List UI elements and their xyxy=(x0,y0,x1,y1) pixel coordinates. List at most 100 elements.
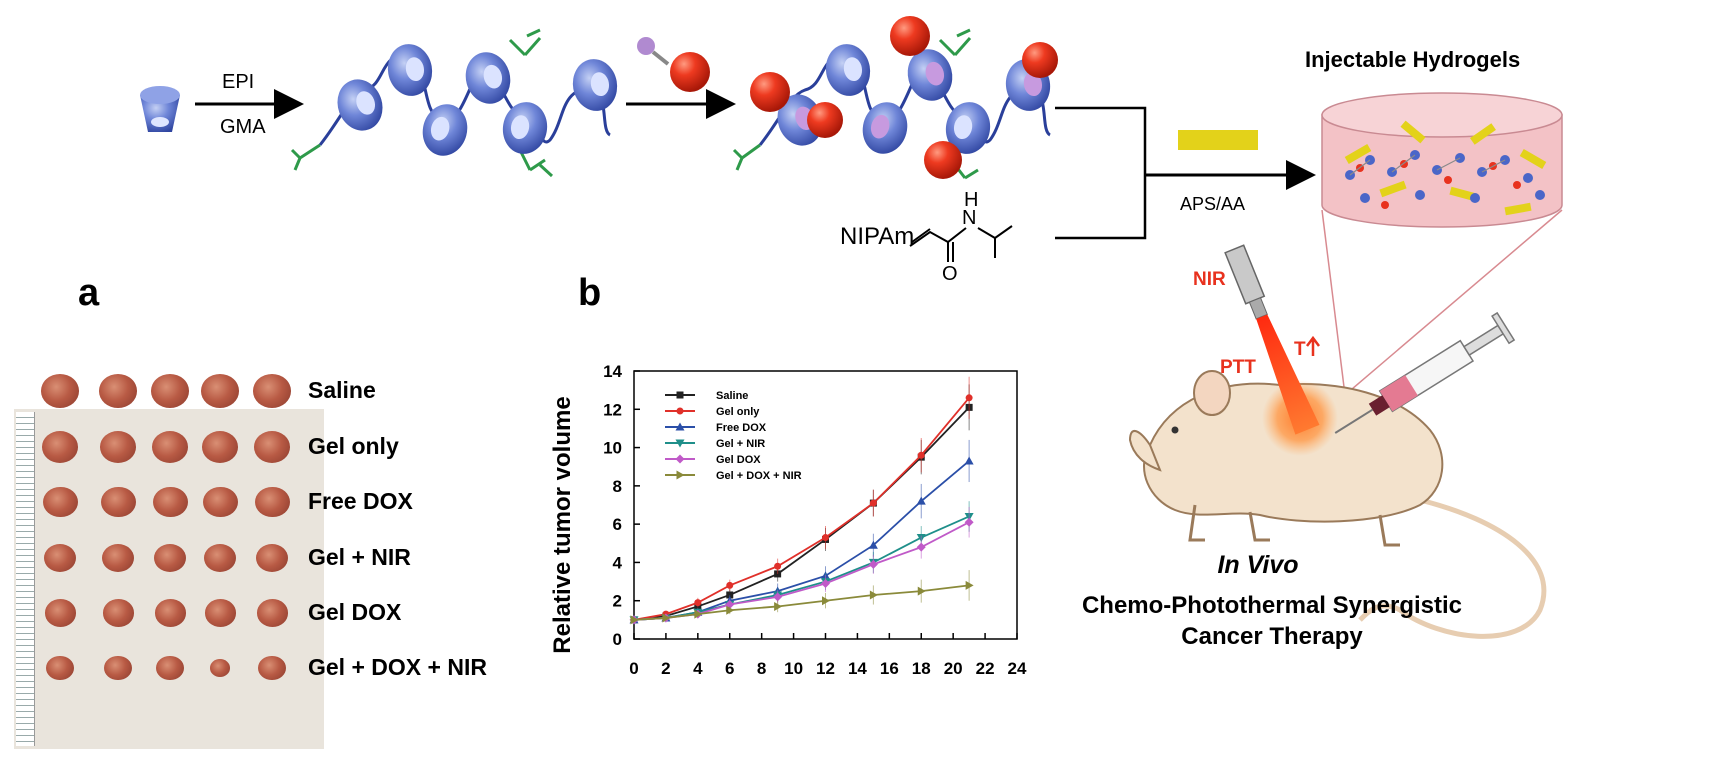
data-point xyxy=(774,562,782,570)
x-tick-label: 0 xyxy=(629,659,638,678)
data-point xyxy=(821,578,830,588)
tumor-sample xyxy=(102,599,134,627)
ruler-icon xyxy=(16,412,35,746)
data-point xyxy=(774,601,783,611)
legend-label: Gel DOX xyxy=(716,454,761,466)
y-tick-label: 12 xyxy=(603,400,622,419)
x-tick-label: 2 xyxy=(661,659,670,678)
reagent-epi: EPI xyxy=(222,71,254,93)
in-vivo-label: In Vivo xyxy=(1217,551,1298,579)
merge-bracket xyxy=(1055,106,1147,240)
data-point xyxy=(773,592,783,602)
series-line xyxy=(633,460,970,621)
y-axis-ticks: 0 2 4 6 8 10 12 14 xyxy=(603,362,640,649)
tumor-sample xyxy=(204,599,236,627)
temperature-label: T xyxy=(1294,339,1306,360)
tumor-sample xyxy=(41,374,79,408)
nir-label: NIR xyxy=(1193,269,1226,290)
data-point xyxy=(965,394,973,402)
drug-molecule-icon xyxy=(637,37,710,92)
x-tick-label: 4 xyxy=(693,659,703,678)
tumor-sample xyxy=(100,431,136,463)
hydrogel-title: Injectable Hydrogels xyxy=(1305,47,1520,72)
tumor-sample xyxy=(254,486,290,518)
tumor-sample xyxy=(204,543,236,573)
legend-marker xyxy=(676,470,685,480)
group-label: Gel + NIR xyxy=(308,544,411,570)
tumor-sample xyxy=(42,486,78,518)
group-label: Gel DOX xyxy=(308,599,402,625)
nipam-o-label: O xyxy=(942,263,958,285)
tumor-sample xyxy=(46,655,74,681)
nipam-n-label: N xyxy=(962,207,976,229)
tumor-sample xyxy=(256,599,288,627)
tumor-sample xyxy=(202,431,238,463)
legend-label: Gel + DOX + NIR xyxy=(716,470,802,482)
tumor-sample xyxy=(254,431,290,463)
legend-label: Gel + NIR xyxy=(716,438,765,450)
ptt-label: PTT xyxy=(1220,357,1256,378)
series-gel-dox xyxy=(629,506,974,625)
series-gel-dox-nir xyxy=(630,570,974,625)
data-point xyxy=(917,451,925,459)
tumor-sample xyxy=(152,431,188,463)
synthesis-scheme: EPI GMA xyxy=(140,16,1316,285)
mouse-eye xyxy=(1171,426,1179,434)
tumor-sample xyxy=(210,659,230,677)
nipam-label: NIPAm xyxy=(840,223,914,250)
legend-marker xyxy=(675,422,685,431)
tumor-sample xyxy=(154,543,186,573)
data-point xyxy=(694,599,702,607)
tumor-sample xyxy=(104,655,132,681)
reagent-gma: GMA xyxy=(220,116,266,138)
data-point xyxy=(964,456,974,465)
data-point xyxy=(917,586,926,596)
y-tick-label: 4 xyxy=(613,553,623,572)
legend-marker xyxy=(676,407,684,415)
tumor-sample xyxy=(258,655,286,681)
tumor-sample xyxy=(253,374,291,408)
tumor-sample xyxy=(151,374,189,408)
photothermal-agent-icon xyxy=(1178,130,1258,150)
tumor-sample xyxy=(152,486,188,518)
tumor-sample xyxy=(156,655,184,681)
x-tick-label: 22 xyxy=(976,659,995,678)
data-point xyxy=(822,534,829,542)
y-tick-label: 10 xyxy=(603,439,622,458)
data-point xyxy=(964,517,974,527)
y-tick-label: 2 xyxy=(613,592,622,611)
tumor-photograph xyxy=(14,409,324,749)
tumor-sample xyxy=(42,431,78,463)
data-point xyxy=(726,605,735,615)
temp-up-arrow-icon xyxy=(1306,335,1320,356)
x-tick-label: 6 xyxy=(725,659,734,678)
data-point xyxy=(662,613,671,623)
y-tick-label: 14 xyxy=(603,362,622,381)
tumor-sample xyxy=(202,486,238,518)
tumor-sample xyxy=(154,599,186,627)
group-label: Gel only xyxy=(308,433,399,459)
nipam-structure-icon xyxy=(909,225,1013,262)
series-free-dox xyxy=(629,439,974,624)
x-tick-label: 20 xyxy=(944,659,963,678)
mouse-therapy-illustration: NIR PTT T In Vivo Chemo-Photothermal Syn… xyxy=(1082,244,1547,650)
group-label: Saline xyxy=(308,377,376,403)
x-tick-label: 24 xyxy=(1008,659,1027,678)
chart-legend: Saline Gel only Free DOX Gel + NIR Gel DOX Ge… xyxy=(665,390,802,482)
tumor-sample xyxy=(102,543,134,573)
group-label: Gel + DOX + NIR xyxy=(308,654,487,680)
y-tick-label: 8 xyxy=(613,477,622,496)
cd-polymer-icon xyxy=(290,28,618,178)
mouse-tail xyxy=(1358,497,1547,639)
legend-label: Free DOX xyxy=(716,422,767,434)
group-label: Free DOX xyxy=(308,488,413,514)
panel-a-letter: a xyxy=(78,272,100,314)
data-point xyxy=(694,609,703,619)
x-tick-label: 14 xyxy=(848,659,867,678)
tumor-sample xyxy=(256,543,288,573)
tumor-sample xyxy=(100,486,136,518)
nipam-h-label: H xyxy=(964,189,978,211)
x-tick-label: 12 xyxy=(816,659,835,678)
